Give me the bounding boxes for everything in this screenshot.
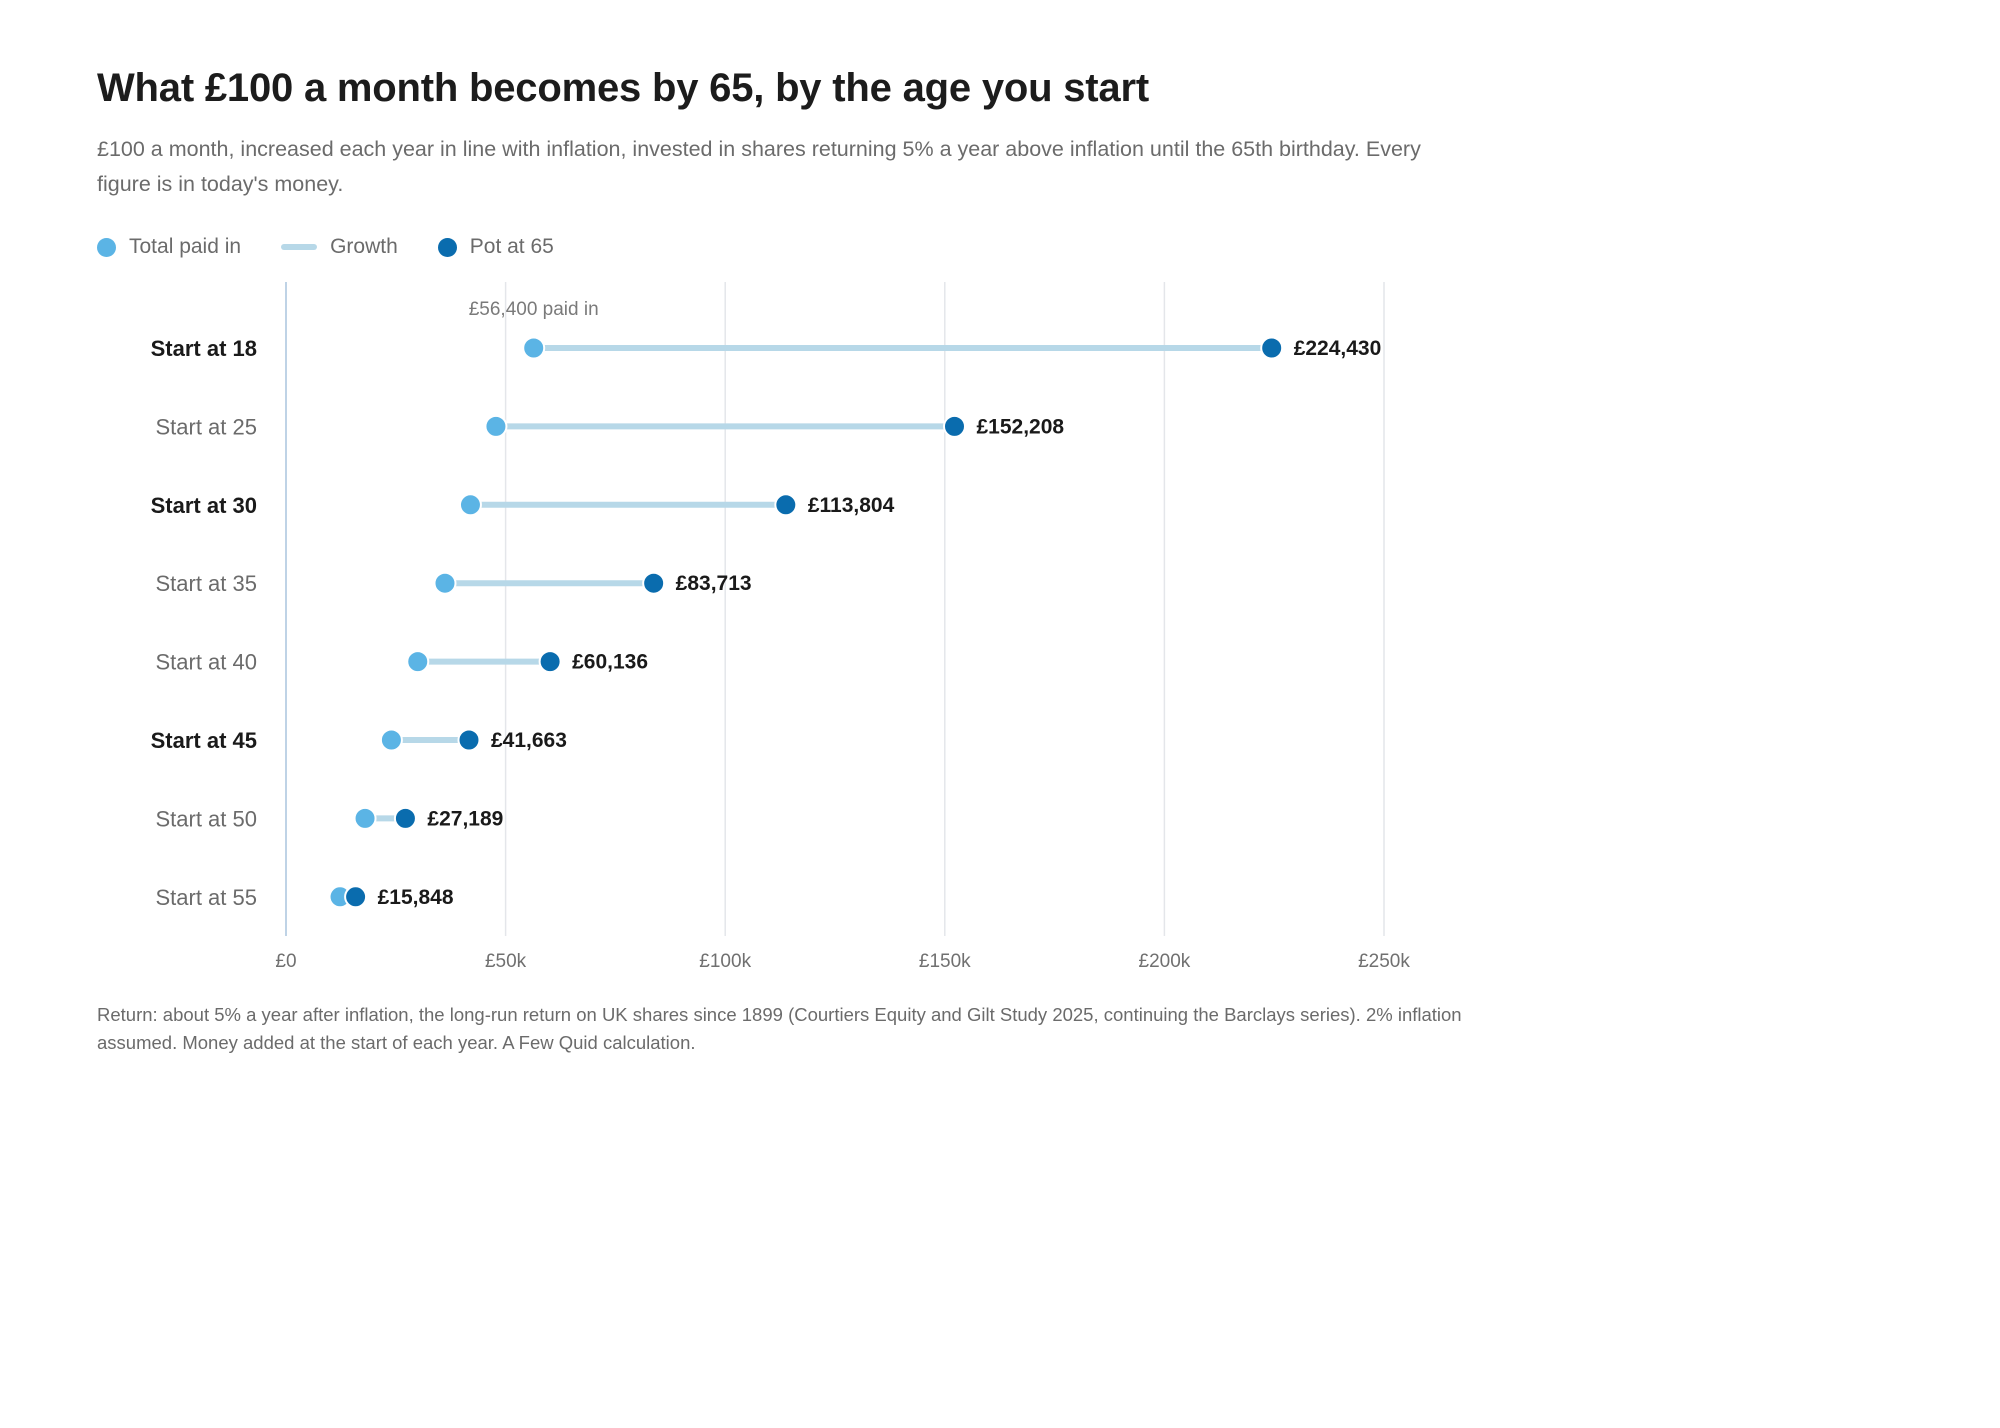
x-tick-label: £250k — [1358, 951, 1410, 972]
pot-dot — [457, 728, 481, 752]
legend-item-growth: Growth — [281, 235, 398, 259]
pot-dot — [393, 806, 417, 830]
paid-in-dot — [379, 728, 403, 752]
chart-title: What £100 a month becomes by 65, by the … — [97, 66, 1149, 110]
pot-value-label: £15,848 — [378, 886, 454, 909]
paid-in-dot — [406, 650, 430, 674]
pot-value-label: £60,136 — [572, 651, 648, 674]
category-label: Start at 18 — [151, 336, 257, 361]
pot-dot — [1260, 336, 1284, 360]
category-label: Start at 50 — [155, 806, 257, 831]
x-tick-label: £50k — [485, 951, 527, 972]
chart-legend: Total paid in Growth Pot at 65 — [97, 232, 594, 262]
pot-value-label: £152,208 — [976, 415, 1064, 438]
category-label: Start at 25 — [155, 414, 257, 439]
x-tick-label: £200k — [1139, 951, 1191, 972]
pot-dot — [344, 885, 368, 909]
category-label: Start at 40 — [155, 650, 257, 675]
pot-value-label: £27,189 — [427, 807, 503, 830]
legend-pot-marker — [437, 237, 457, 257]
pot-dot — [774, 493, 798, 517]
category-label: Start at 30 — [151, 493, 257, 518]
legend-item-total-paid-in: Total paid in — [97, 235, 241, 259]
legend-growth-label: Growth — [330, 235, 398, 258]
chart-subtitle: £100 a month, increased each year in lin… — [97, 137, 1421, 196]
pot-value-label: £83,713 — [676, 572, 752, 595]
x-tick-label: £100k — [699, 951, 751, 972]
dumbbell-chart: £0 £50k £100k £150k £200k £250k £56,400 paid i… — [151, 282, 1410, 972]
legend-pot-label: Pot at 65 — [469, 235, 554, 258]
paid-in-dot — [522, 336, 546, 360]
pot-value-label: £224,430 — [1294, 337, 1382, 360]
x-tick-label: £150k — [919, 951, 971, 972]
pot-dot — [642, 571, 666, 595]
category-label: Start at 35 — [155, 571, 257, 596]
annotation-label: £56,400 paid in — [469, 299, 599, 320]
chart-footnote: Return: about 5% a year after inflation,… — [97, 1004, 1462, 1053]
chart-figure: What £100 a month becomes by 65, by the … — [97, 66, 1462, 1053]
legend-growth-marker — [281, 244, 318, 250]
x-tick-label: £0 — [275, 951, 296, 972]
pot-value-label: £113,804 — [808, 494, 895, 517]
legend-paid-in-label: Total paid in — [129, 235, 242, 258]
pot-dot — [538, 650, 562, 674]
paid-in-dot — [484, 414, 508, 438]
paid-in-dot — [458, 493, 482, 517]
paid-in-dot — [353, 806, 377, 830]
legend-item-pot-at-65: Pot at 65 — [437, 235, 554, 259]
category-label: Start at 45 — [151, 728, 257, 753]
pot-value-label: £41,663 — [491, 729, 567, 752]
pot-dot — [942, 414, 966, 438]
legend-paid-in-marker — [97, 237, 116, 257]
category-label: Start at 55 — [155, 885, 257, 910]
paid-in-dot — [433, 571, 457, 595]
